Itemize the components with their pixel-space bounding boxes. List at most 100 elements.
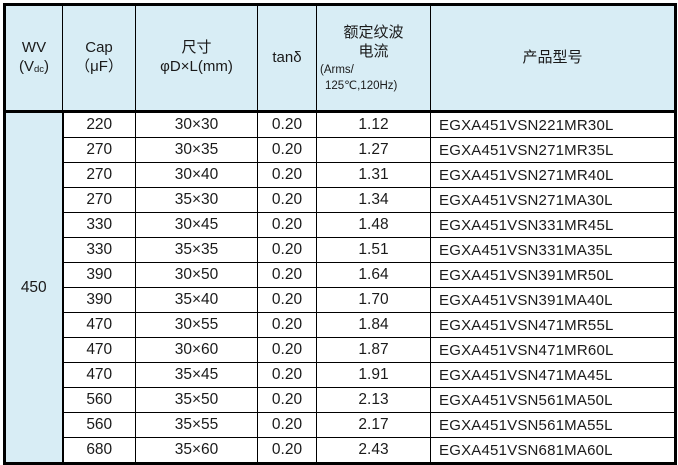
cell-tand: 0.20 [257, 362, 317, 388]
cell-tand: 0.20 [257, 387, 317, 413]
cell-tand: 0.20 [257, 312, 317, 338]
cell-cap: 470 [62, 362, 136, 388]
cell-part-number: EGXA451VSN561MA50L [430, 387, 676, 413]
cell-tand: 0.20 [257, 262, 317, 288]
cell-ripple: 1.91 [316, 362, 431, 388]
header-size: 尺寸 φD×L(mm) [135, 4, 258, 113]
cell-ripple: 1.31 [316, 162, 431, 188]
table-row: 390 30×50 0.20 1.64 EGXA451VSN391MR50L [5, 262, 676, 288]
cell-ripple: 1.87 [316, 337, 431, 363]
header-part-number: 产品型号 [430, 4, 676, 113]
cell-tand: 0.20 [257, 337, 317, 363]
cell-size: 35×45 [135, 362, 258, 388]
header-ripple-line4: 125℃,120Hz) [325, 79, 398, 92]
header-cap: Cap （μF） [62, 4, 136, 113]
cell-part-number: EGXA451VSN471MA45L [430, 362, 676, 388]
table-row: 270 30×40 0.20 1.31 EGXA451VSN271MR40L [5, 162, 676, 188]
cell-ripple: 2.13 [316, 387, 431, 413]
header-wv-unit-post: ) [44, 58, 50, 75]
cell-tand: 0.20 [257, 212, 317, 238]
cell-size: 35×60 [135, 437, 258, 464]
cell-ripple: 1.70 [316, 287, 431, 313]
cell-cap: 470 [62, 312, 136, 338]
header-wv-line1: WV [21, 39, 47, 57]
cell-tand: 0.20 [257, 137, 317, 163]
cell-size: 35×40 [135, 287, 258, 313]
header-cap-line1: Cap [85, 39, 113, 57]
cell-ripple: 1.48 [316, 212, 431, 238]
cell-cap: 470 [62, 337, 136, 363]
cell-cap: 270 [62, 162, 136, 188]
cell-cap: 270 [62, 137, 136, 163]
cell-part-number: EGXA451VSN471MR55L [430, 312, 676, 338]
header-ripple-line1: 额定纹波 [343, 24, 404, 42]
cell-cap: 390 [62, 287, 136, 313]
header-ripple-line3: (Arms/ [320, 63, 354, 76]
header-wv-line2: (Vdc) [6, 58, 62, 77]
cell-cap: 330 [62, 212, 136, 238]
cell-ripple: 1.64 [316, 262, 431, 288]
cell-size: 30×55 [135, 312, 258, 338]
cell-tand: 0.20 [257, 162, 317, 188]
cell-size: 30×40 [135, 162, 258, 188]
cell-size: 35×50 [135, 387, 258, 413]
header-wv: WV (Vdc) [4, 4, 63, 113]
header-cap-line2: （μF） [75, 58, 123, 75]
cell-tand: 0.20 [257, 187, 317, 213]
cell-size: 30×35 [135, 137, 258, 163]
cell-part-number: EGXA451VSN471MR60L [430, 337, 676, 363]
header-size-line1: 尺寸 [181, 39, 212, 57]
cell-part-number: EGXA451VSN221MR30L [430, 111, 676, 138]
cell-part-number: EGXA451VSN331MA35L [430, 237, 676, 263]
cell-ripple: 1.84 [316, 312, 431, 338]
table-row: 450 220 30×30 0.20 1.12 EGXA451VSN221MR30L [4, 111, 676, 464]
cell-part-number: EGXA451VSN271MA30L [430, 187, 676, 213]
cell-size: 35×35 [135, 237, 258, 263]
header-wv-unit-sub: dc [33, 64, 45, 75]
table-row: 270 30×35 0.20 1.27 EGXA451VSN271MR35L [5, 137, 676, 163]
wv-value-cell: 450 [4, 111, 64, 464]
cell-size: 35×55 [135, 412, 258, 438]
cell-cap: 560 [62, 387, 136, 413]
cell-part-number: EGXA451VSN331MR45L [430, 212, 676, 238]
table-body: 450 220 30×30 0.20 1.12 EGXA451VSN221MR30L 270… [4, 111, 676, 464]
cell-part-number: EGXA451VSN391MA40L [430, 287, 676, 313]
cell-part-number: EGXA451VSN561MA55L [430, 412, 676, 438]
table-row: 680 35×60 0.20 2.43 EGXA451VSN681MA60L [5, 437, 676, 464]
cell-tand: 0.20 [257, 111, 317, 138]
cell-part-number: EGXA451VSN681MA60L [430, 437, 676, 464]
table-row: 330 30×45 0.20 1.48 EGXA451VSN331MR45L [5, 212, 676, 238]
capacitor-spec-table: WV (Vdc) Cap （μF） 尺寸 φD×L(mm) tanδ 额定纹波 … [3, 3, 677, 465]
cell-cap: 220 [62, 111, 136, 138]
header-wv-unit-pre: (V [18, 58, 34, 75]
cell-ripple: 2.17 [316, 412, 431, 438]
cell-size: 30×30 [135, 111, 258, 138]
table-row: 270 35×30 0.20 1.34 EGXA451VSN271MA30L [5, 187, 676, 213]
cell-ripple: 1.27 [316, 137, 431, 163]
cell-ripple: 1.51 [316, 237, 431, 263]
table-row: 470 30×60 0.20 1.87 EGXA451VSN471MR60L [5, 337, 676, 363]
table-row: 560 35×50 0.20 2.13 EGXA451VSN561MA50L [5, 387, 676, 413]
cell-size: 35×30 [135, 187, 258, 213]
header-row: WV (Vdc) Cap （μF） 尺寸 φD×L(mm) tanδ 额定纹波 … [4, 4, 676, 113]
cell-part-number: EGXA451VSN271MR40L [430, 162, 676, 188]
header-ripple-line2: 电流 [358, 42, 389, 60]
cell-tand: 0.20 [257, 412, 317, 438]
cell-part-number: EGXA451VSN271MR35L [430, 137, 676, 163]
cell-tand: 0.20 [257, 287, 317, 313]
header-size-line2: φD×L(mm) [160, 58, 233, 75]
table-header: WV (Vdc) Cap （μF） 尺寸 φD×L(mm) tanδ 额定纹波 … [4, 4, 676, 113]
header-tand-label: tanδ [272, 48, 302, 66]
cell-cap: 330 [62, 237, 136, 263]
cell-ripple: 2.43 [316, 437, 431, 464]
cell-size: 30×60 [135, 337, 258, 363]
header-ripple: 额定纹波 电流 (Arms/ 125℃,120Hz) [316, 4, 431, 113]
cell-cap: 560 [62, 412, 136, 438]
cell-size: 30×50 [135, 262, 258, 288]
cell-part-number: EGXA451VSN391MR50L [430, 262, 676, 288]
table-row: 390 35×40 0.20 1.70 EGXA451VSN391MA40L [5, 287, 676, 313]
cell-ripple: 1.12 [316, 111, 431, 138]
table-row: 470 30×55 0.20 1.84 EGXA451VSN471MR55L [5, 312, 676, 338]
cell-cap: 390 [62, 262, 136, 288]
header-part-label: 产品型号 [522, 48, 583, 66]
